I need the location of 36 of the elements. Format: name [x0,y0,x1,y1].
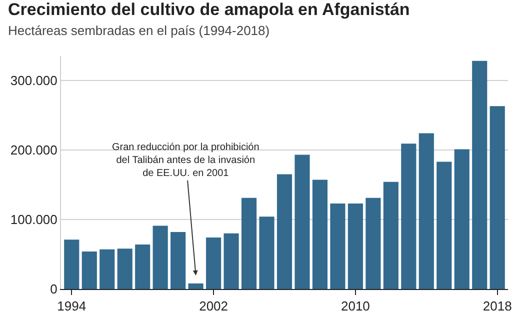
bar [490,106,505,289]
bar [224,233,239,289]
bar [436,162,452,289]
x-tick-label: 2002 [199,298,228,314]
y-tick-label: 200.000 [10,142,58,158]
bar [241,198,257,289]
bar [152,226,168,289]
bar [82,251,97,289]
x-tick-label: 1994 [57,298,86,314]
y-tick-label: 300.000 [10,72,58,88]
bar [348,203,363,289]
annotation: Gran reducción por la prohibición del Talibán antes de la invasión de EE.UU. en 2001 [112,142,260,179]
bar [117,248,132,289]
bar [276,174,292,289]
bar [418,133,434,289]
x-tick-label: 2010 [340,298,370,314]
bar [100,249,115,289]
bar [454,149,470,289]
chart-title: Crecimiento del cultivo de amapola en Afganistán [8,0,410,19]
y-tick-label: 0 [50,282,58,297]
bar [259,216,274,289]
y-tick-label: 100.000 [10,212,58,227]
bar [366,198,381,289]
bar [330,203,346,289]
bar [401,144,416,289]
bar [294,154,310,289]
bar [383,182,398,289]
bar [170,232,186,289]
bar [312,180,328,289]
bar [472,60,488,289]
bar [188,283,204,289]
chart-subtitle: Hectáreas sembradas en el país (1994-2018) [8,23,270,38]
bar [135,244,150,289]
bar [64,240,80,289]
x-tick-label: 2018 [482,298,512,314]
bar [206,238,222,289]
